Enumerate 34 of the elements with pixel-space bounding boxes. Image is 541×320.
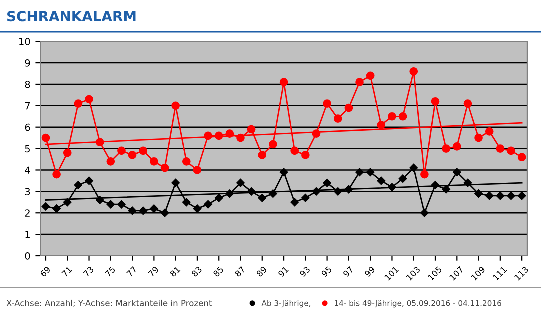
x-tick-label: 97 bbox=[342, 266, 354, 278]
x-tick-label: 71 bbox=[62, 266, 72, 278]
x-tick-label: 101 bbox=[384, 266, 400, 281]
y-tick-label: 10 bbox=[20, 38, 30, 46]
x-tick-label: 75 bbox=[104, 266, 116, 278]
x-tick-label: 91 bbox=[278, 266, 289, 278]
y-tick-label: 7 bbox=[25, 102, 30, 110]
x-tick-label: 111 bbox=[492, 266, 508, 281]
y-tick-label: 0 bbox=[25, 252, 30, 260]
x-tick-label: 93 bbox=[300, 266, 311, 278]
y-tick-label: 9 bbox=[25, 60, 30, 67]
y-tick-label: 6 bbox=[25, 124, 30, 132]
y-tick-label: 5 bbox=[25, 145, 30, 153]
x-tick-label: 95 bbox=[321, 266, 332, 278]
y-tick-label: 8 bbox=[25, 80, 30, 88]
x-tick-label: 77 bbox=[126, 266, 138, 278]
x-tick-label: 99 bbox=[364, 266, 376, 278]
x-tick-label: 87 bbox=[234, 266, 246, 278]
y-tick-label: 3 bbox=[25, 188, 30, 196]
x-tick-label: 73 bbox=[83, 266, 94, 278]
x-tick-label: 103 bbox=[406, 266, 421, 281]
chart-title: SCHRANKALARM bbox=[7, 11, 136, 22]
x-tick-label: 89 bbox=[256, 266, 268, 278]
x-tick-label: 79 bbox=[148, 266, 160, 278]
x-tick-label: 109 bbox=[471, 266, 486, 281]
y-tick-label: 2 bbox=[25, 210, 30, 217]
x-tick-label: 113 bbox=[514, 266, 529, 281]
x-tick-label: 85 bbox=[213, 266, 224, 278]
text: X-Achse: Anzahl; Y-Achse: Marktanteile in Prozent bbox=[6, 300, 212, 308]
y-tick-label: 1 bbox=[26, 231, 30, 238]
x-tick-label: 83 bbox=[191, 266, 202, 278]
y-tick-label: 4 bbox=[25, 166, 30, 174]
x-tick-label: 81 bbox=[170, 266, 181, 278]
x-tick-label: 69 bbox=[40, 266, 52, 278]
